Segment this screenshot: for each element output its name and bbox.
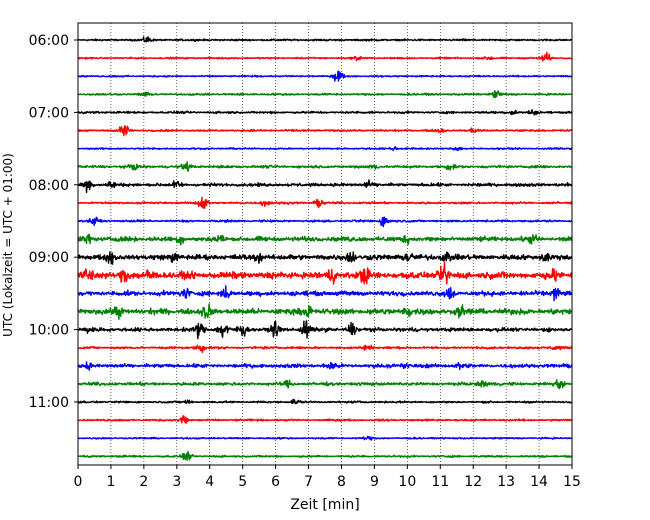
x-tick-label-6: 6: [271, 474, 280, 490]
x-tick-label-2: 2: [139, 474, 148, 490]
y-tick-label-07:00: 07:00: [29, 105, 69, 121]
x-tick-label-4: 4: [205, 474, 214, 490]
y-tick-label-10:00: 10:00: [29, 323, 69, 339]
trace-0945: [77, 303, 573, 320]
x-tick-label-3: 3: [172, 474, 181, 490]
trace-0615: [77, 51, 573, 62]
x-tick-label-15: 15: [563, 474, 581, 490]
trace-0930: [77, 285, 573, 302]
y-tick-label-11:00: 11:00: [29, 395, 69, 411]
trace-0900: [77, 251, 573, 265]
x-tick-label-11: 11: [431, 474, 449, 490]
y-tick-layer: 06:00 07:00 08:00 09:00 10:00 11:00: [29, 33, 78, 411]
x-tick-label-10: 10: [398, 474, 416, 490]
trace-0630: [77, 70, 573, 82]
trace-0600: [77, 36, 573, 43]
x-tick-layer: 0 1 2 3 4 5 6 7 8 9 10 11 12 13 14 15: [74, 465, 581, 490]
trace-1030: [77, 361, 573, 371]
trace-1045: [77, 379, 573, 390]
trace-0845: [77, 233, 573, 246]
trace-1100: [77, 398, 573, 405]
y-tick-label-06:00: 06:00: [29, 33, 69, 49]
trace-0800: [77, 179, 573, 194]
x-axis-label: Zeit [min]: [290, 497, 359, 513]
plot-frame: [77, 22, 573, 466]
y-tick-label-09:00: 09:00: [29, 250, 69, 266]
trace-0715: [77, 125, 573, 137]
x-tick-label-7: 7: [304, 474, 313, 490]
trace-0915: [77, 261, 573, 285]
trace-1145: [77, 450, 573, 461]
y-tick-label-08:00: 08:00: [29, 178, 69, 194]
trace-0700: [77, 109, 573, 116]
x-tick-label-8: 8: [337, 474, 346, 490]
trace-0645: [77, 89, 573, 99]
trace-0830: [77, 216, 573, 228]
trace-0730: [77, 146, 573, 152]
trace-0745: [77, 161, 573, 172]
trace-1130: [77, 435, 573, 441]
plot-background: [78, 23, 572, 465]
trace-0815: [77, 196, 573, 209]
x-tick-label-9: 9: [370, 474, 379, 490]
x-tick-label-14: 14: [530, 474, 548, 490]
trace-layer: [77, 36, 573, 461]
trace-1000: [77, 320, 573, 340]
trace-1015: [77, 344, 573, 354]
x-tick-label-13: 13: [497, 474, 515, 490]
x-tick-label-5: 5: [238, 474, 247, 490]
x-tick-label-0: 0: [74, 474, 83, 490]
x-tick-label-1: 1: [106, 474, 115, 490]
trace-1115: [77, 415, 573, 424]
y-axis-label: UTC (Lokalzeit = UTC + 01:00): [1, 153, 15, 337]
x-tick-label-12: 12: [464, 474, 482, 490]
